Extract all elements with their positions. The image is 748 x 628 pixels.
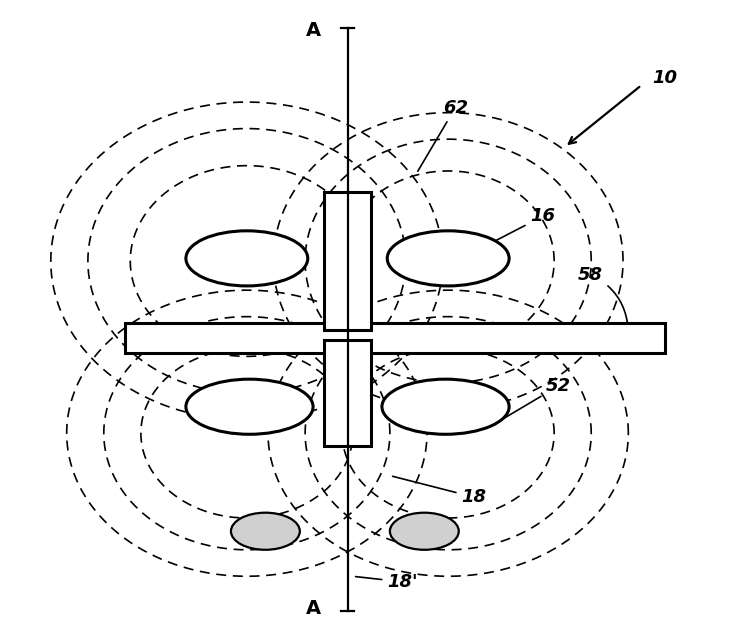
Text: 16: 16 <box>464 207 555 257</box>
Ellipse shape <box>382 379 509 435</box>
Text: 18: 18 <box>393 476 486 506</box>
Text: A: A <box>306 598 321 617</box>
Text: A: A <box>306 21 321 40</box>
Text: 52: 52 <box>503 377 571 418</box>
Ellipse shape <box>186 379 313 435</box>
Ellipse shape <box>387 231 509 286</box>
Text: 18': 18' <box>355 573 417 591</box>
Text: 62: 62 <box>418 99 468 171</box>
Bar <box>324 340 371 447</box>
Ellipse shape <box>231 512 300 550</box>
Text: 58: 58 <box>578 266 628 329</box>
Bar <box>324 192 371 330</box>
Text: 10: 10 <box>652 69 677 87</box>
Bar <box>125 323 666 353</box>
Ellipse shape <box>186 231 307 286</box>
Ellipse shape <box>390 512 459 550</box>
